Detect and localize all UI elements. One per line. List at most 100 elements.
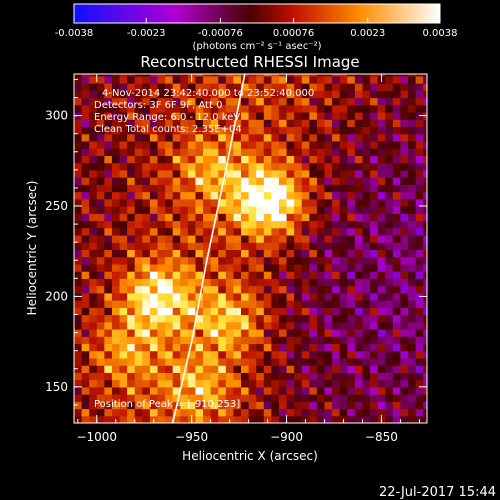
heatmap-cell [301, 162, 310, 171]
heatmap-cell [377, 206, 386, 214]
heatmap-cell [256, 119, 265, 128]
heatmap-cell [127, 271, 136, 279]
heatmap-cell [89, 162, 98, 171]
heatmap-cell [233, 379, 242, 388]
heatmap-cell [127, 350, 136, 359]
heatmap-cell [400, 97, 409, 106]
heatmap-cell [385, 285, 394, 294]
heatmap-cell [89, 213, 98, 222]
heatmap-cell [408, 379, 417, 388]
heatmap-cell [81, 119, 90, 128]
heatmap-cell [263, 249, 272, 258]
heatmap-cell [332, 372, 341, 381]
heatmap-cell [203, 343, 212, 352]
heatmap-cell [400, 415, 409, 423]
heatmap-cell [316, 321, 326, 330]
heatmap-cell [142, 97, 151, 106]
heatmap-cell [134, 83, 143, 91]
heatmap-cell [111, 365, 121, 373]
heatmap-cell [392, 177, 402, 185]
heatmap-cell [165, 307, 174, 316]
heatmap-cell [263, 379, 272, 388]
heatmap-cell [225, 271, 235, 279]
heatmap-cell [142, 300, 151, 308]
heatmap-cell [408, 191, 417, 200]
heatmap-cell [408, 292, 417, 301]
heatmap-cell [210, 285, 219, 294]
heatmap-cell [225, 328, 235, 337]
heatmap-cell [233, 177, 242, 185]
heatmap-cell [74, 314, 83, 323]
heatmap-cell [309, 234, 318, 243]
heatmap-cell [172, 271, 181, 279]
heatmap-cell [294, 292, 303, 301]
heatmap-cell [134, 104, 143, 113]
heatmap-cell [104, 408, 113, 417]
heatmap-cell [203, 263, 212, 272]
heatmap-cell [241, 126, 250, 135]
heatmap-cell [96, 357, 105, 366]
heatmap-cell [324, 249, 333, 258]
heatmap-cell [377, 263, 386, 272]
y-tick-label: 250 [45, 199, 68, 213]
heatmap-cell [415, 386, 424, 395]
heatmap-cell [165, 75, 174, 84]
heatmap-cell [256, 285, 265, 294]
heatmap-cell [96, 213, 105, 222]
heatmap-cell [180, 104, 189, 113]
heatmap-cell [339, 213, 348, 222]
heatmap-cell [210, 328, 219, 337]
heatmap-cell [362, 148, 371, 156]
heatmap-cell [377, 191, 386, 200]
heatmap-cell [400, 90, 409, 99]
heatmap-cell [89, 177, 98, 185]
heatmap-cell [180, 198, 189, 207]
heatmap-cell [271, 191, 280, 200]
heatmap-cell [134, 162, 143, 171]
heatmap-cell [218, 162, 227, 171]
heatmap-cell [225, 198, 235, 207]
heatmap-cell [271, 249, 280, 258]
heatmap-cell [180, 271, 189, 279]
solar-limb-curve [171, 74, 246, 423]
heatmap-cell [408, 83, 417, 91]
heatmap-cell [339, 126, 348, 135]
heatmap-cell [332, 90, 341, 99]
heatmap-cell [111, 184, 121, 193]
heatmap-cell [415, 271, 424, 279]
heatmap-cell [392, 271, 402, 279]
heatmap-cell [263, 162, 272, 171]
heatmap-cell [415, 307, 424, 316]
heatmap-cell [370, 278, 379, 287]
heatmap-cell [74, 155, 83, 164]
heatmap-cell [301, 75, 310, 84]
heatmap-cell [301, 300, 310, 308]
heatmap-cell [172, 220, 181, 229]
heatmap-cell [89, 111, 98, 120]
heatmap-cell [392, 206, 402, 214]
heatmap-cell [127, 206, 136, 214]
heatmap-cell [278, 292, 288, 301]
heatmap-cell [339, 177, 348, 185]
heatmap-cell [149, 184, 159, 193]
heatmap-cell [423, 401, 427, 410]
heatmap-cell [248, 408, 257, 417]
heatmap-cell [187, 119, 197, 128]
heatmap-cell [89, 278, 98, 287]
heatmap-cell [423, 104, 427, 113]
heatmap-cell [294, 184, 303, 193]
heatmap-cell [423, 206, 427, 214]
heatmap-cell [89, 379, 98, 388]
heatmap-cell [119, 111, 128, 120]
heatmap-cell [149, 350, 159, 359]
heatmap-cell [119, 328, 128, 337]
heatmap-cell [392, 227, 402, 236]
heatmap-cell [309, 111, 318, 120]
heatmap-cell [354, 206, 364, 214]
heatmap-cell [203, 401, 212, 410]
heatmap-cell [81, 83, 90, 91]
heatmap-cell [96, 104, 105, 113]
heatmap-cell [165, 292, 174, 301]
heatmap-cell [271, 155, 280, 164]
heatmap-cell [324, 213, 333, 222]
